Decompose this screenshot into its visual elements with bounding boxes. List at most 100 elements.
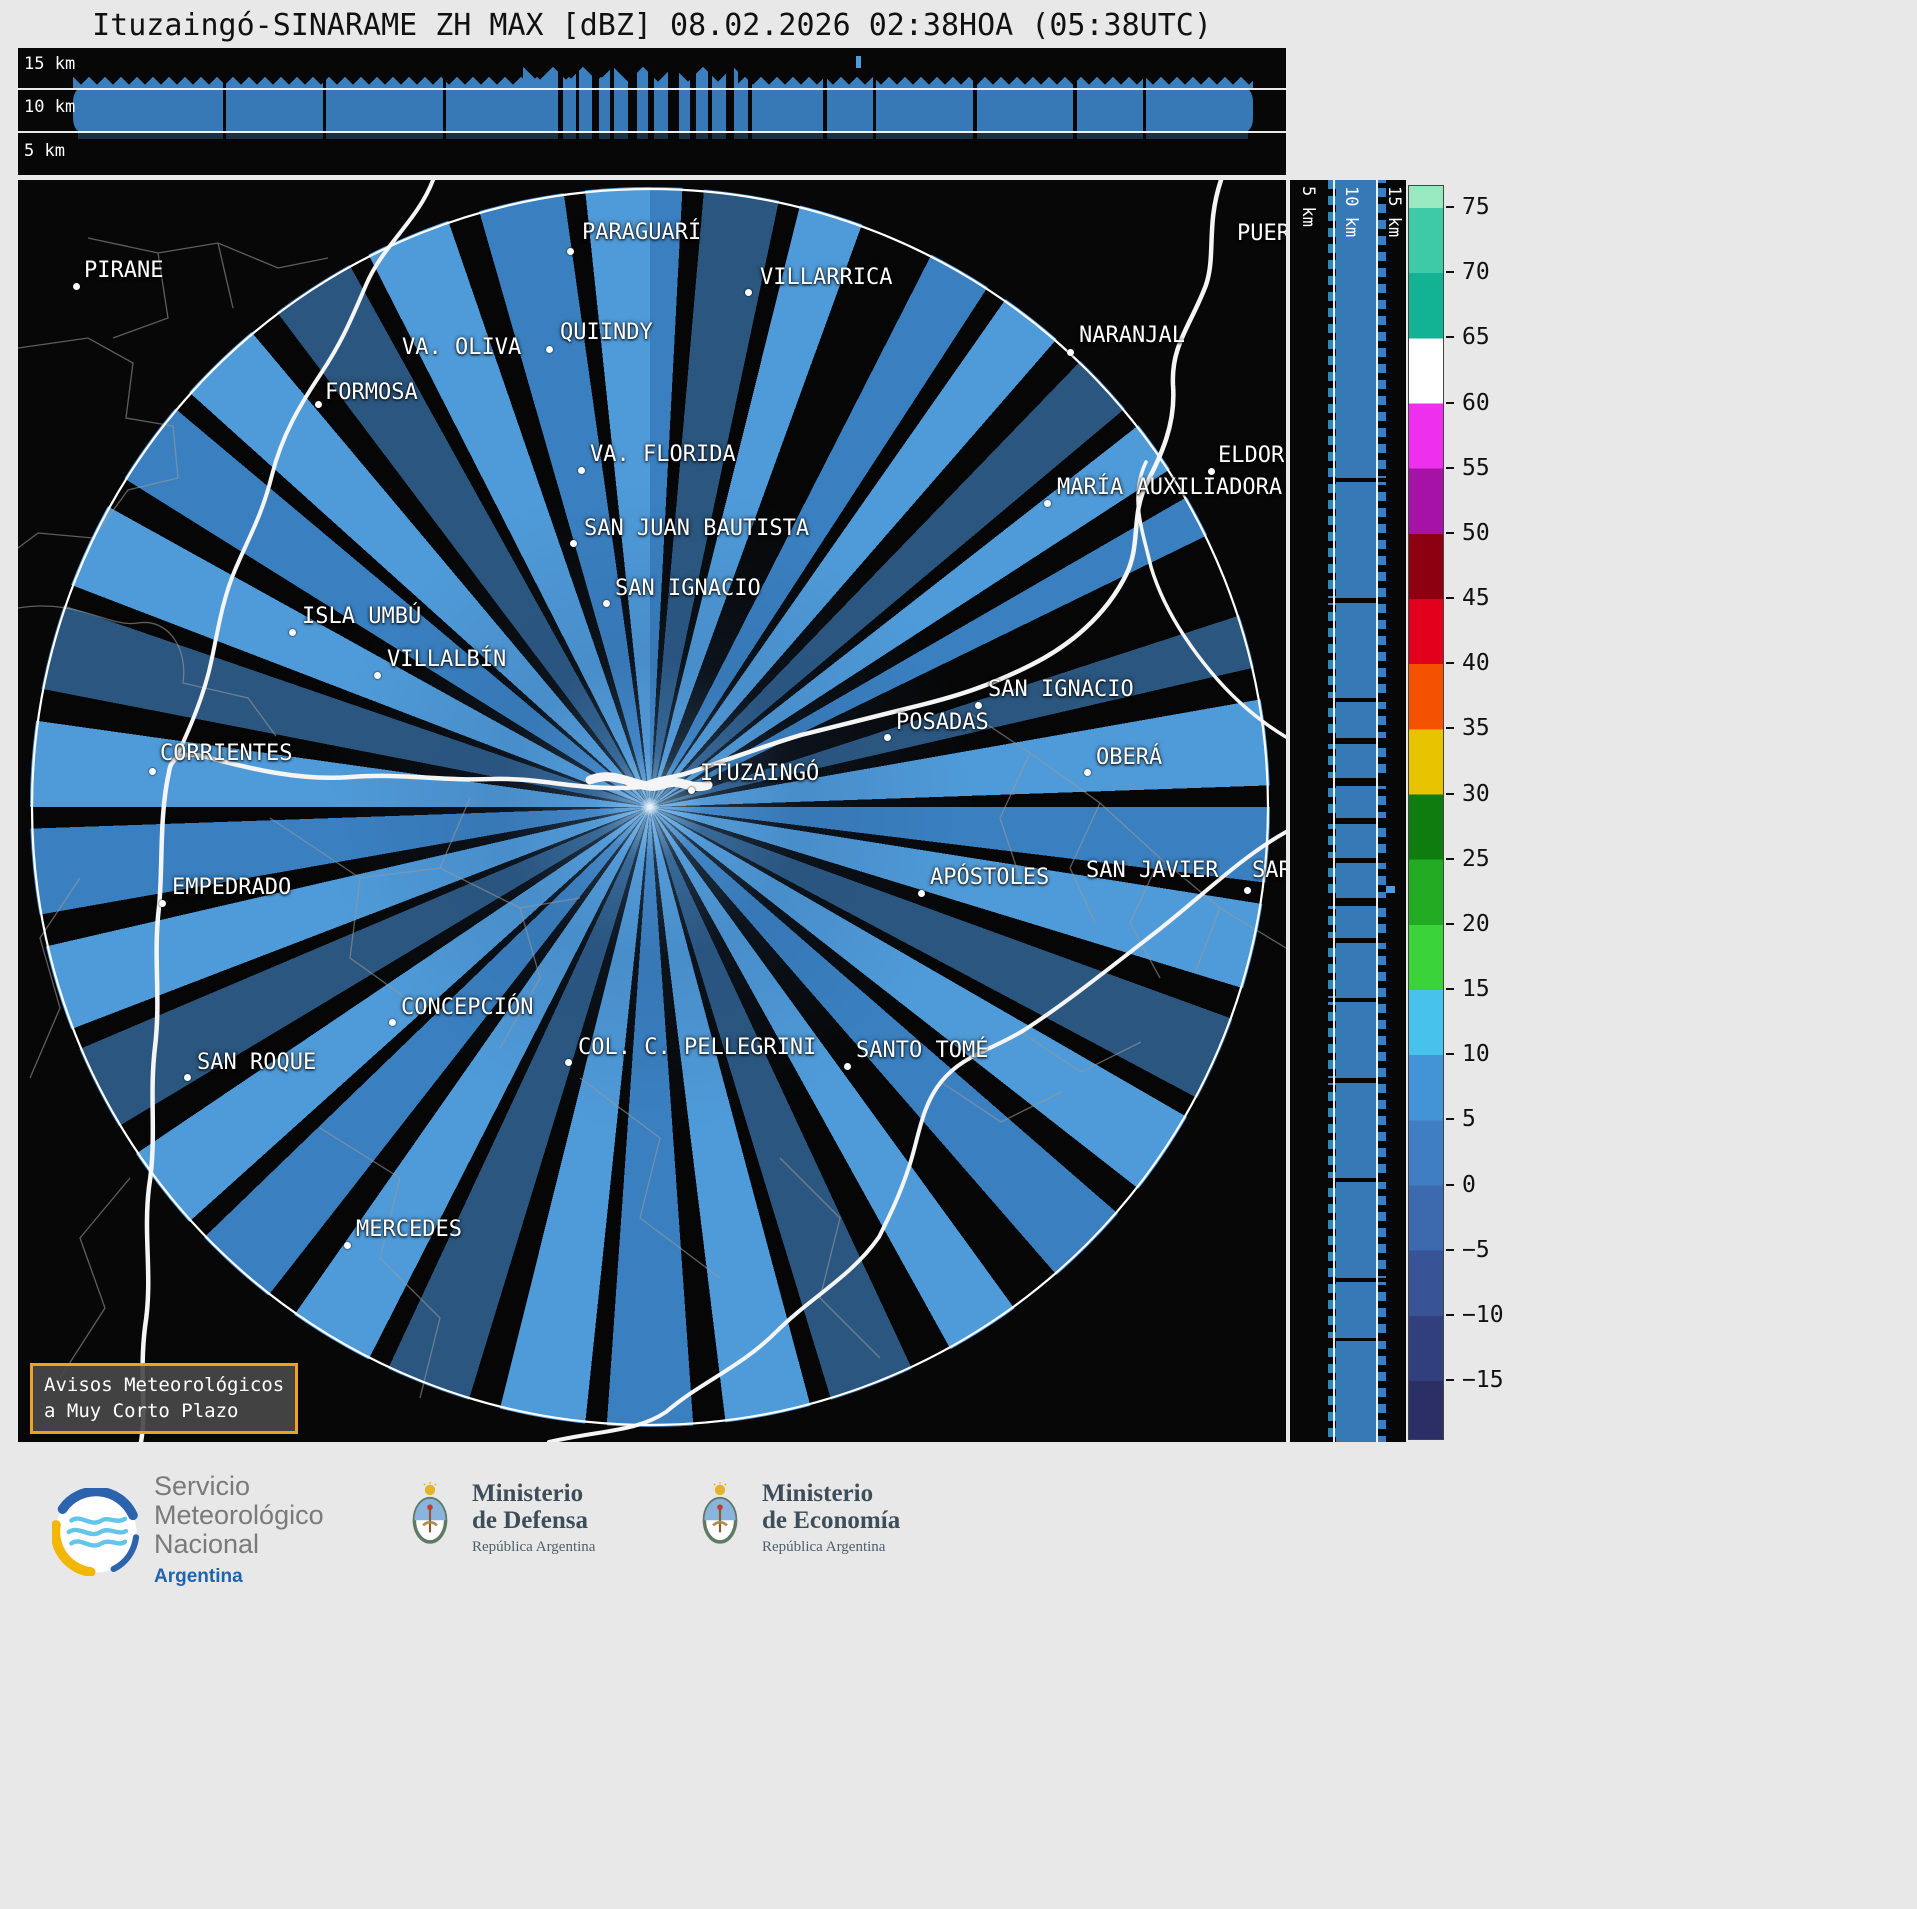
colorbar-tick-mark (1446, 1248, 1454, 1251)
beam-blockage-gap (1326, 818, 1386, 824)
city-label: SAR (1252, 858, 1286, 883)
beam-blockage-gap (668, 48, 679, 140)
city-dot (974, 701, 982, 709)
city-dot (1043, 499, 1051, 507)
colorbar-tick-mark (1446, 662, 1454, 665)
city-dot (388, 1018, 396, 1026)
city-label: VILLARRICA (760, 265, 893, 290)
colorbar-tick-mark (1446, 792, 1454, 795)
smn-logo-block: Servicio Meteorológico Nacional Argentin… (52, 1472, 324, 1591)
colorbar-tick-mark (1446, 336, 1454, 339)
colorbar-tick-mark (1446, 531, 1454, 534)
beam-blockage-gap (1326, 938, 1386, 943)
city-label: ISLA UMBÚ (302, 604, 422, 629)
city-label: PUER (1237, 221, 1286, 246)
colorbar-tick-label: −10 (1462, 1301, 1504, 1328)
altitude-label: 5 km (24, 141, 65, 161)
city-label: OBERÁ (1096, 745, 1163, 770)
radar-echo-disk (30, 187, 1270, 1427)
colorbar-tick-mark (1446, 206, 1454, 208)
colorbar-tick-label: 5 (1462, 1106, 1476, 1133)
city-label: VILLALBÍN (387, 647, 507, 672)
colorbar-tick-label: 30 (1462, 780, 1490, 807)
beam-blockage-gap (973, 48, 977, 140)
city-dot (744, 288, 752, 296)
right-echo-band (1336, 180, 1378, 1442)
colorbar-tick-label: 0 (1462, 1171, 1476, 1198)
beam-blockage-gap (1326, 698, 1386, 702)
city-label: ELDOR (1218, 443, 1285, 468)
beam-blockage-gap (1326, 1178, 1386, 1182)
smn-name-line3: Nacional (154, 1529, 260, 1559)
altitude-gridline-10km (18, 88, 1286, 90)
colorbar-tick-mark (1446, 466, 1454, 469)
right-echo-ragged-left (1328, 180, 1336, 1442)
beam-blockage-gap (610, 48, 614, 140)
colorbar-tick-label: 10 (1462, 1041, 1490, 1068)
city-dot (1066, 348, 1074, 356)
colorbar-tick-mark (1446, 1313, 1454, 1316)
beam-blockage-gap (873, 48, 876, 140)
city-label: EMPEDRADO (172, 875, 292, 900)
warning-notice-box[interactable]: Avisos Meteorológicos a Muy Corto Plazo (30, 1363, 299, 1435)
city-dot (577, 466, 585, 474)
altitude-label: 10 km (24, 97, 76, 117)
warning-notice-line2: a Muy Corto Plazo (44, 1399, 239, 1422)
top-profile-panel: 15 km 10 km 5 km (18, 48, 1286, 175)
city-dot (183, 1073, 191, 1081)
city-label: COL. C. PELLEGRINI (578, 1035, 817, 1060)
beam-blockage-gap (1326, 738, 1386, 744)
footer: Servicio Meteorológico Nacional Argentin… (0, 1456, 1917, 1909)
city-label: PIRANE (84, 258, 164, 283)
smn-name-line2: Meteorológico (154, 1500, 324, 1530)
city-label: SAN IGNACIO (988, 677, 1134, 702)
beam-blockage-gap (1326, 1338, 1386, 1341)
page-title: Ituzaingó-SINARAME ZH MAX [dBZ] 08.02.20… (92, 8, 1212, 43)
colorbar-tick-mark (1446, 271, 1454, 274)
city-dot (917, 889, 925, 897)
beam-blockage-gap (1073, 48, 1077, 140)
altitude-gridline-10km-v (1376, 180, 1378, 1442)
city-dot (373, 671, 381, 679)
argentina-coat-of-arms-icon (702, 1481, 738, 1544)
right-altitude-labels: 5 km 10 km 15 km (1290, 180, 1406, 1442)
economia-name-line1: Ministerio (762, 1480, 874, 1507)
colorbar-tick-mark (1446, 1379, 1454, 1381)
colorbar-tick-label: 70 (1462, 259, 1490, 286)
beam-blockage-gap (1326, 998, 1386, 1002)
city-label: SAN IGNACIO (615, 576, 761, 601)
city-dot (1083, 768, 1091, 776)
city-dot (883, 733, 891, 741)
top-echo-fade (78, 132, 1248, 139)
beam-blockage-gap (323, 48, 326, 140)
colorbar-tick-mark (1446, 727, 1454, 730)
city-label: CORRIENTES (160, 741, 293, 766)
colorbar-tick-mark (1446, 922, 1454, 925)
beam-blockage-gap (558, 48, 563, 140)
altitude-label: 15 km (1384, 186, 1404, 238)
city-label: SAN ROQUE (197, 1050, 317, 1075)
beam-blockage-gap (748, 48, 752, 140)
beam-blockage-gap (443, 48, 446, 140)
beam-blockage-gap (592, 48, 599, 140)
colorbar-tick-label: −5 (1462, 1236, 1490, 1263)
beam-blockage-gap (1326, 778, 1386, 786)
city-dot (1243, 886, 1251, 894)
beam-blockage-gap (690, 48, 696, 140)
city-label: SANTO TOMÉ (856, 1038, 989, 1063)
city-label: FORMOSA (325, 380, 418, 405)
city-dot (148, 767, 156, 775)
dbz-colorbar (1408, 185, 1444, 1440)
economia-name-line2: de Economía (762, 1507, 901, 1534)
city-label: VA. OLIVA (402, 335, 522, 360)
top-echo-blip (856, 56, 861, 68)
city-dot (545, 345, 553, 353)
right-profile-panel: 5 km 10 km 15 km (1290, 180, 1406, 1442)
beam-blockage-gap (726, 48, 734, 140)
defensa-logo-block: Ministerio de Defensa República Argentin… (404, 1480, 595, 1556)
beam-blockage-gap (1326, 898, 1386, 906)
colorbar-tick-mark (1446, 1053, 1454, 1056)
colorbar-tick-label: 25 (1462, 845, 1490, 872)
colorbar-tick-mark (1446, 1183, 1454, 1186)
beam-blockage-gap (648, 48, 654, 140)
